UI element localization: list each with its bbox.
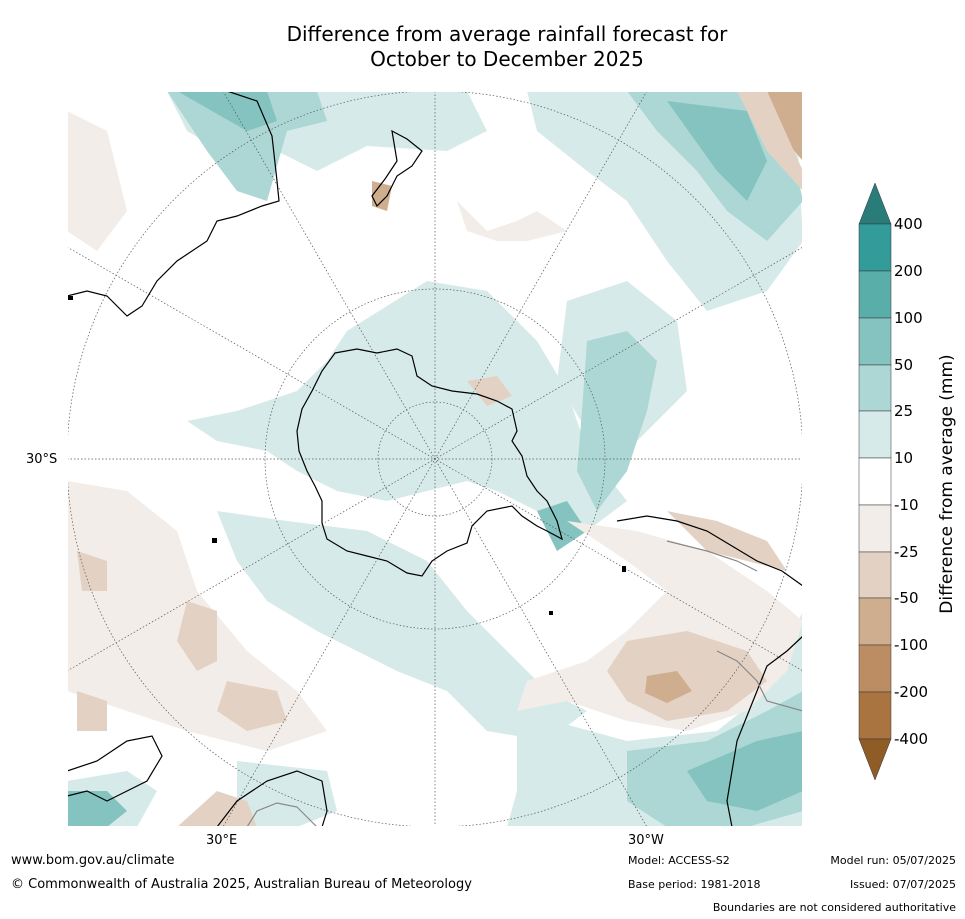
colorbar [858, 182, 892, 787]
colorbar-tick-100: 100 [894, 309, 923, 327]
rainfall-anomaly-map [67, 91, 803, 827]
base-period: Base period: 1981-2018 [628, 878, 761, 891]
south-america-borders [666, 540, 803, 712]
antarctica-coastline [296, 348, 563, 577]
south-america-coastline [616, 515, 803, 827]
colorbar-tick-minus-200: -200 [894, 683, 929, 701]
islands [67, 296, 626, 615]
colorbar-tick-minus-50: -50 [894, 589, 919, 607]
title-line-1: Difference from average rainfall forecas… [286, 22, 728, 46]
new-zealand-coastline [371, 129, 423, 208]
wet-anomaly-areas [67, 91, 803, 827]
dry-anomaly-areas [67, 91, 803, 827]
issued-date: Issued: 07/07/2025 [849, 878, 956, 891]
title-line-2: October to December 2025 [370, 47, 644, 71]
colorbar-tick-10: 10 [894, 449, 914, 467]
boundary-disclaimer: Boundaries are not considered authoritat… [712, 901, 956, 914]
graticule [67, 91, 803, 827]
colorbar-tick-400: 400 [894, 215, 923, 233]
lon-label-30e: 30°E [206, 833, 238, 848]
colorbar-tick-50: 50 [894, 356, 914, 374]
colorbar-tick-200: 200 [894, 262, 923, 280]
colorbar-tick-minus-400: -400 [894, 730, 929, 748]
map-canvas [67, 91, 803, 827]
model-run-date: Model run: 05/07/2025 [830, 854, 956, 867]
lat-label-30s: 30°S [26, 452, 58, 467]
colorbar-over-arrow [858, 182, 892, 225]
africa-coastline [67, 735, 328, 827]
colorbar-title: Difference from average (mm) [937, 354, 957, 614]
colorbar-tick-minus-25: -25 [894, 543, 919, 561]
colorbar-graphic [858, 182, 892, 781]
australia-coastline [67, 91, 280, 317]
africa-borders [246, 802, 318, 827]
copyright-text: © Commonwealth of Australia 2025, Austra… [11, 877, 472, 892]
map-title: Difference from average rainfall forecas… [67, 22, 947, 72]
colorbar-tick-minus-100: -100 [894, 636, 929, 654]
model-name: Model: ACCESS-S2 [628, 854, 730, 867]
website-link[interactable]: www.bom.gov.au/climate [11, 853, 175, 868]
colorbar-tick-minus-10: -10 [894, 496, 919, 514]
lon-label-30w: 30°W [628, 833, 664, 848]
colorbar-tick-25: 25 [894, 402, 914, 420]
colorbar-under-arrow [858, 738, 892, 781]
